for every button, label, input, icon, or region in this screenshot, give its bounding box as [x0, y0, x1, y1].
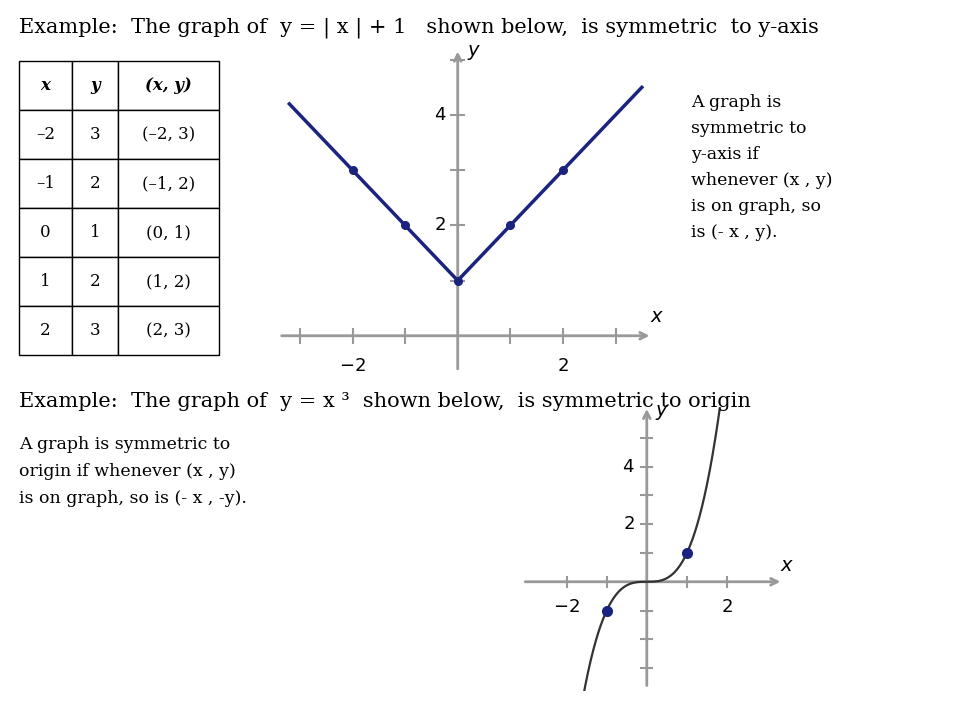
Text: 3: 3 [89, 126, 101, 143]
Text: (–1, 2): (–1, 2) [142, 175, 195, 192]
Text: (x, y): (x, y) [145, 77, 192, 94]
Text: (1, 2): (1, 2) [146, 273, 191, 290]
Text: $y$: $y$ [655, 403, 669, 422]
Text: $2$: $2$ [721, 598, 732, 616]
Text: y: y [90, 77, 100, 94]
Text: 2: 2 [40, 322, 51, 339]
Text: $4$: $4$ [434, 106, 446, 124]
Text: (0, 1): (0, 1) [146, 224, 191, 241]
Text: 2: 2 [89, 273, 101, 290]
Text: (–2, 3): (–2, 3) [142, 126, 195, 143]
Text: A graph is
symmetric to
y-axis if
whenever (x , y)
is on graph, so
is (- x , y).: A graph is symmetric to y-axis if whenev… [691, 94, 832, 241]
Text: $y$: $y$ [468, 43, 481, 62]
Text: $-2$: $-2$ [339, 356, 366, 374]
Text: $-2$: $-2$ [553, 598, 580, 616]
Text: Example:  The graph of  y = | x | + 1   shown below,  is symmetric  to y-axis: Example: The graph of y = | x | + 1 show… [19, 18, 819, 38]
Text: $x$: $x$ [651, 308, 664, 326]
Text: 0: 0 [40, 224, 51, 241]
Text: 1: 1 [89, 224, 101, 241]
Text: $4$: $4$ [622, 458, 635, 475]
Text: 3: 3 [89, 322, 101, 339]
Text: A graph is symmetric to
origin if whenever (x , y)
is on graph, so is (- x , -y): A graph is symmetric to origin if whenev… [19, 436, 247, 508]
Text: $x$: $x$ [780, 557, 794, 575]
Text: $2$: $2$ [623, 516, 635, 533]
Text: –2: –2 [36, 126, 55, 143]
Text: 2: 2 [89, 175, 101, 192]
Text: x: x [40, 77, 51, 94]
Text: (2, 3): (2, 3) [146, 322, 191, 339]
Text: Example:  The graph of  y = x ³  shown below,  is symmetric to origin: Example: The graph of y = x ³ shown belo… [19, 392, 751, 411]
Text: –1: –1 [36, 175, 55, 192]
Text: $2$: $2$ [557, 356, 568, 374]
Text: 1: 1 [40, 273, 51, 290]
Text: $2$: $2$ [434, 217, 446, 235]
